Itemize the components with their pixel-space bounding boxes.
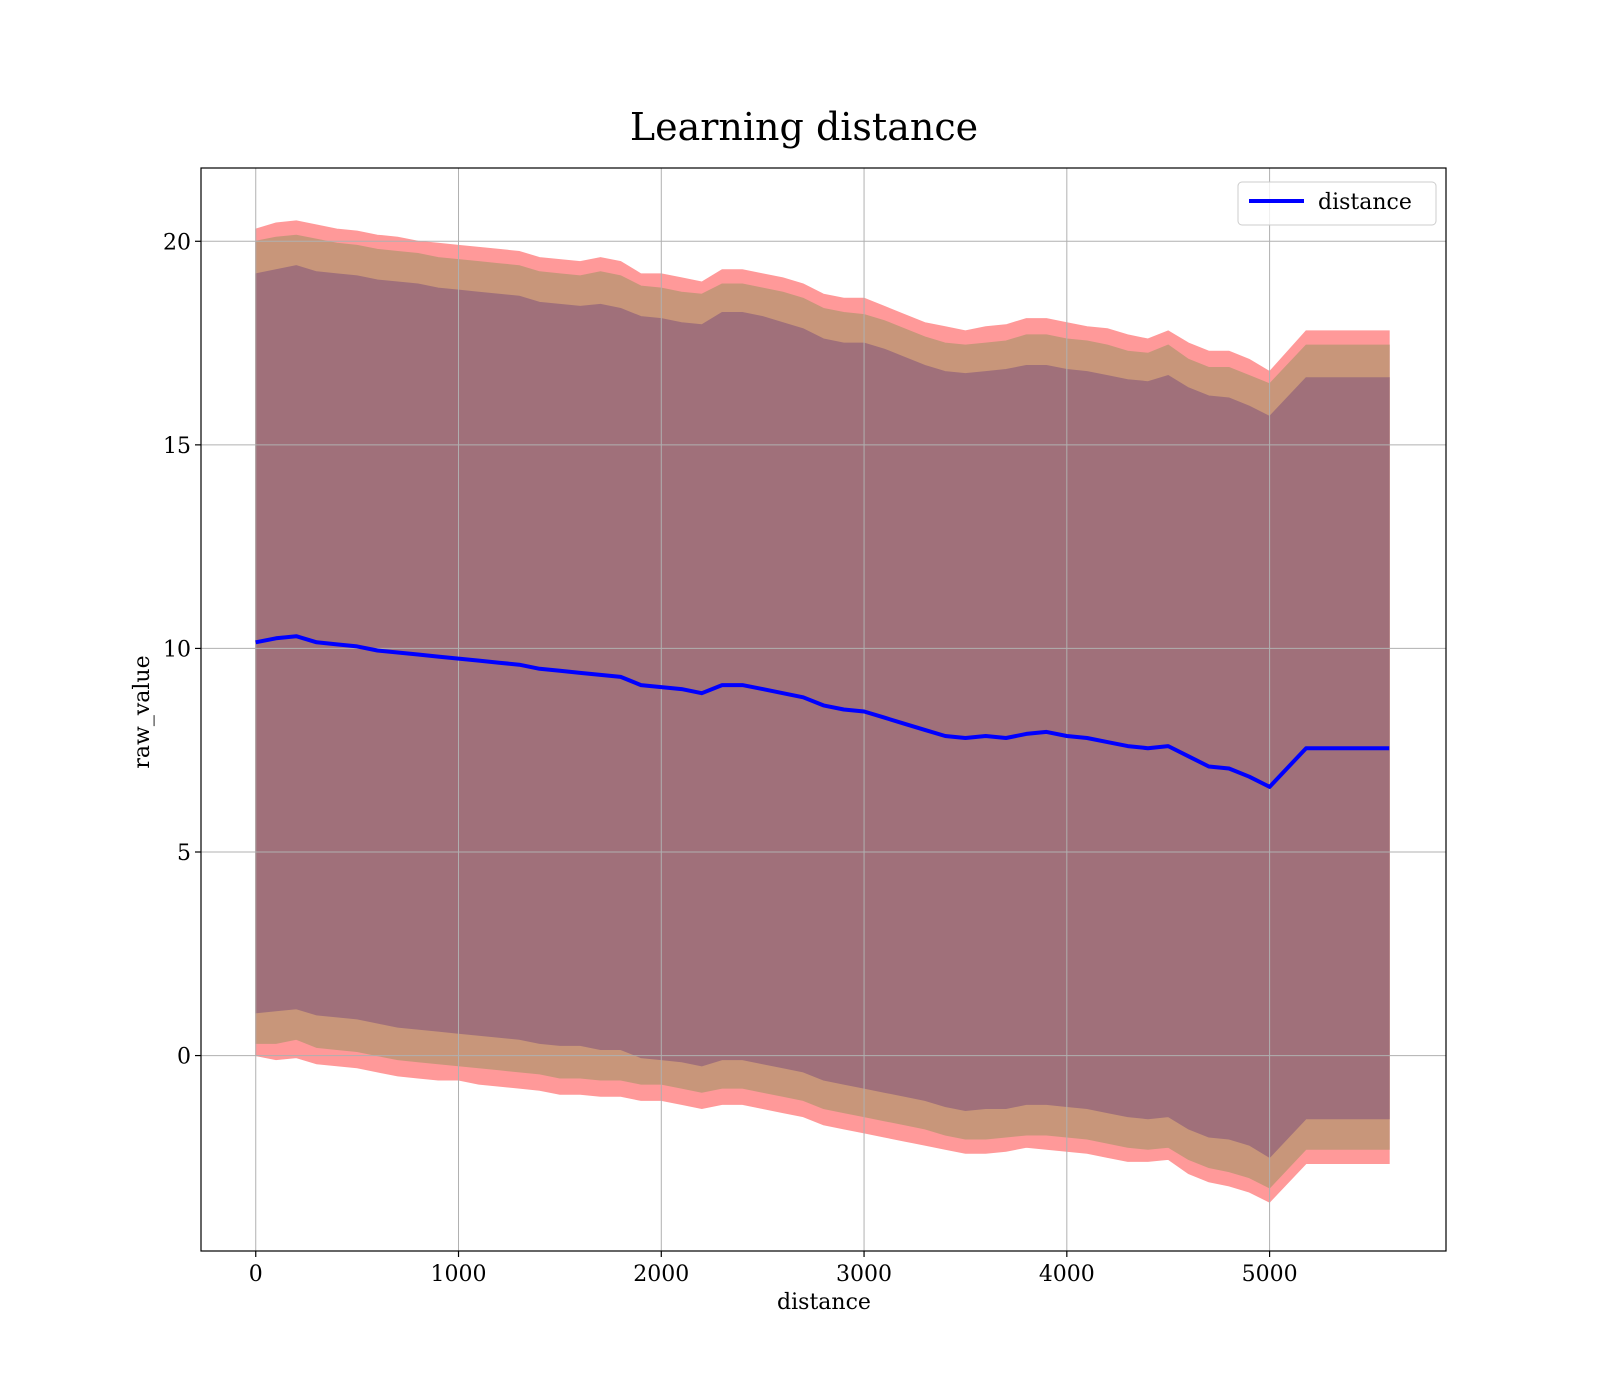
x-tick-label: 0 (249, 1262, 263, 1287)
x-tick-label: 2000 (633, 1262, 689, 1287)
y-axis-label: raw_value (130, 655, 155, 768)
y-axis-ticks: 0 5 10 15 20 (163, 230, 201, 1070)
series-line-distance (255, 634, 1390, 789)
y-tick-label: 0 (177, 1045, 191, 1070)
plot-area (200, 167, 1447, 1252)
series-lines (255, 634, 1390, 789)
x-axis-ticks: 0 1000 2000 3000 4000 5000 (249, 1251, 1298, 1287)
legend-box (1237, 181, 1437, 226)
plot-frame (200, 167, 1447, 1252)
confidence-bands (255, 220, 1390, 1203)
legend-entry-distance: distance (1318, 190, 1412, 215)
x-tick-label: 5000 (1242, 1262, 1298, 1287)
legend: distance (1237, 181, 1437, 226)
grid-lines (201, 168, 1446, 1251)
x-tick-label: 3000 (836, 1262, 892, 1287)
x-axis-label: distance (777, 1290, 871, 1315)
y-tick-label: 20 (163, 230, 191, 255)
y-tick-label: 5 (177, 841, 191, 866)
y-tick-label: 15 (163, 434, 191, 459)
band-inner (255, 265, 1390, 1159)
x-tick-label: 4000 (1039, 1262, 1095, 1287)
chart-title: Learning distance (630, 105, 978, 149)
x-tick-label: 1000 (431, 1262, 487, 1287)
y-tick-label: 10 (163, 637, 191, 662)
